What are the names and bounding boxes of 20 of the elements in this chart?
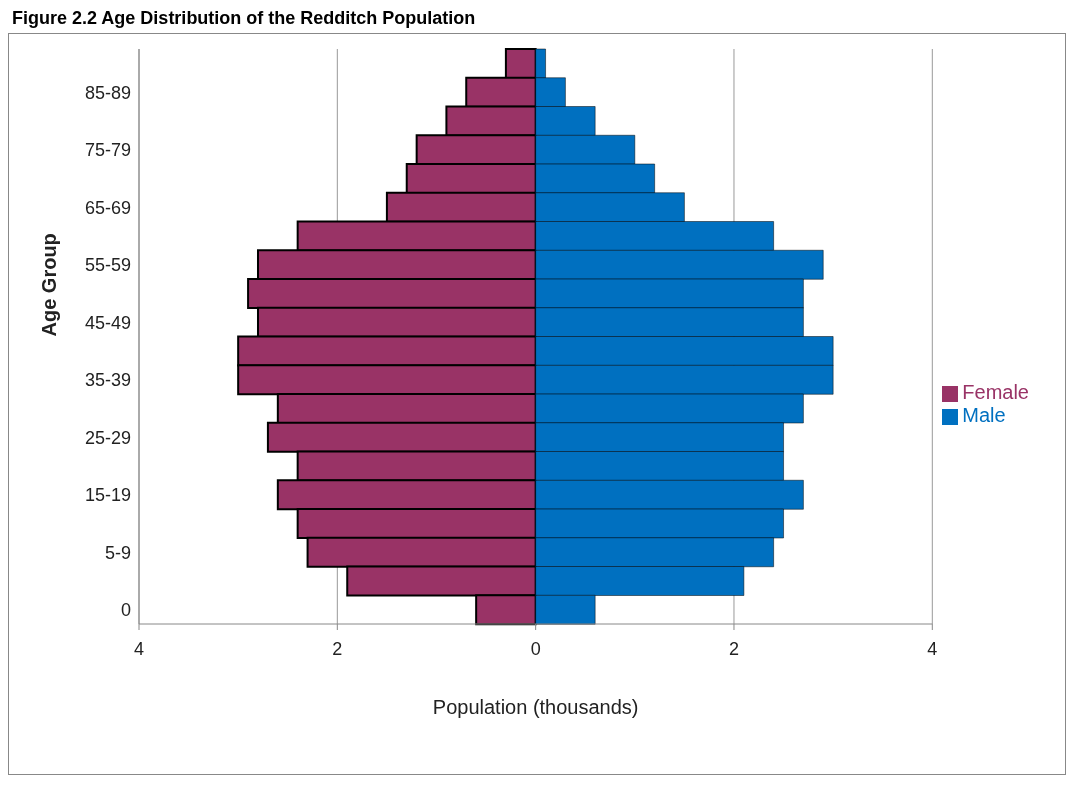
y-tick-label: 5-9 xyxy=(104,542,131,563)
chart-title: Figure 2.2 Age Distribution of the Redditch Population xyxy=(12,8,477,29)
y-tick-label: 45-49 xyxy=(84,312,131,333)
y-axis-title: Age Group xyxy=(38,233,61,337)
x-tick-label: 2 xyxy=(728,638,739,659)
y-tick-label: 65-69 xyxy=(84,197,131,218)
y-tick-label: 15-19 xyxy=(84,485,131,506)
x-tick-label: 2 xyxy=(332,638,343,659)
x-tick-label: 4 xyxy=(927,638,938,659)
y-tick-label: 85-89 xyxy=(84,82,131,103)
y-tick-label: 25-29 xyxy=(84,427,131,448)
y-tick-label: 0 xyxy=(120,600,131,621)
x-tick-label: 0 xyxy=(530,638,541,659)
y-tick-label: 55-59 xyxy=(84,255,131,276)
x-axis-title: Population (thousands) xyxy=(432,696,639,718)
y-tick-label: 75-79 xyxy=(84,140,131,161)
legend-label: Female xyxy=(962,381,1029,403)
x-tick-label: 4 xyxy=(133,638,145,659)
legend-label: Male xyxy=(962,404,1006,426)
y-tick-label: 35-39 xyxy=(84,370,131,391)
